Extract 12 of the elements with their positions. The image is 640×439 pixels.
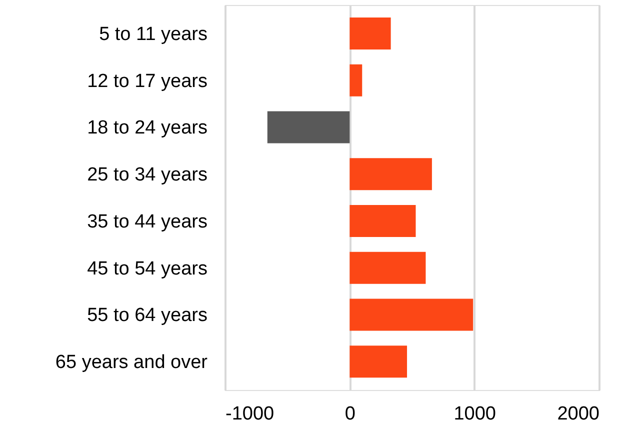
x-tick-label: -1000 — [226, 404, 274, 424]
x-tick-label: 1000 — [454, 404, 496, 424]
y-tick-label: 12 to 17 years — [87, 70, 208, 92]
y-tick-label: 55 to 64 years — [87, 305, 208, 326]
y-tick-label: 18 to 24 years — [87, 118, 208, 139]
y-tick-label: 65 years and over — [55, 352, 208, 374]
y-tick-label: 45 to 54 years — [87, 258, 208, 280]
y-tick-label: 35 to 44 years — [87, 211, 208, 232]
y-tick-label: 25 to 34 years — [87, 164, 208, 186]
x-tick-label: 0 — [344, 404, 356, 424]
y-tick-label: 5 to 11 years — [99, 24, 208, 45]
x-tick-label: 2000 — [557, 404, 600, 424]
